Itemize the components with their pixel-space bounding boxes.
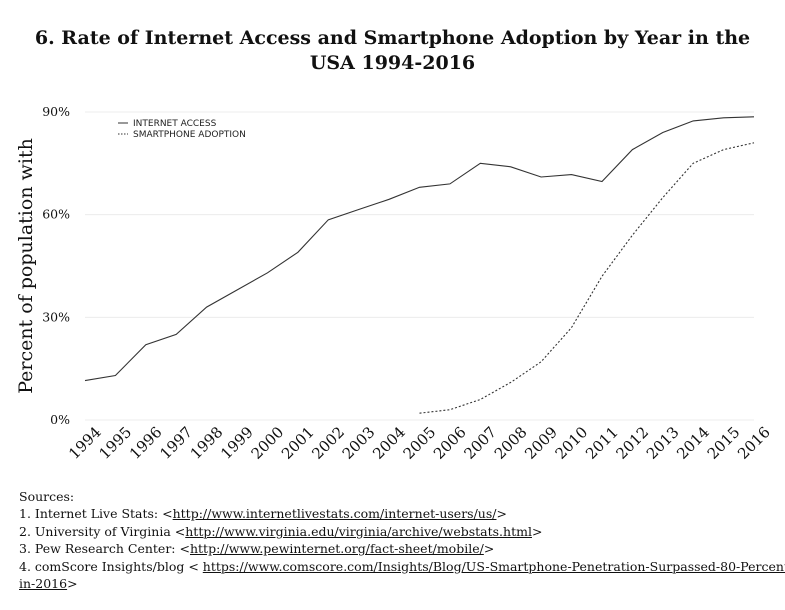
source-item-1: 1. Internet Live Stats: <http://www.inte… <box>19 506 507 522</box>
source-link-4-continued[interactable]: in-2016 <box>19 576 68 592</box>
x-tick-label-2009: 2009 <box>521 423 561 463</box>
line-chart: 0% 30% 60% 90% 1994199519961997199819992000… <box>15 104 774 463</box>
x-tick-label-2004: 2004 <box>369 423 409 463</box>
y-axis-label: Percent of population with <box>15 138 37 394</box>
series-line-2 <box>419 142 755 414</box>
source-link-3[interactable]: http://www.pewinternet.org/fact-sheet/mo… <box>189 541 484 557</box>
source-item-4: 4. comScore Insights/blog < https://www.… <box>19 558 785 575</box>
legend-label-2: SMARTPHONE ADOPTION <box>133 130 246 140</box>
series-lines <box>84 116 755 414</box>
chart-title: 6. Rate of Internet Access and Smartphon… <box>0 26 785 76</box>
x-tick-label-2016: 2016 <box>734 423 774 463</box>
x-tick-label-2013: 2013 <box>643 423 683 463</box>
x-tick-label-2002: 2002 <box>308 423 348 463</box>
source-item-3: 3. Pew Research Center: <http://www.pewi… <box>19 541 495 557</box>
y-tick-label-30: 30% <box>42 309 70 324</box>
x-tick-label-2001: 2001 <box>278 423 318 463</box>
x-tick-label-2010: 2010 <box>552 423 592 463</box>
x-tick-label-2008: 2008 <box>491 423 531 463</box>
series-line-1 <box>84 116 755 382</box>
x-tick-label-1996: 1996 <box>126 423 166 463</box>
x-tick-label-2011: 2011 <box>582 423 622 463</box>
x-tick-label-2003: 2003 <box>339 423 379 463</box>
x-tick-label-1994: 1994 <box>65 423 105 463</box>
source-link-4[interactable]: https://www.comscore.com/Insights/Blog/U… <box>202 558 785 574</box>
sources-heading: Sources: <box>19 489 75 504</box>
x-tick-label-2014: 2014 <box>673 423 713 463</box>
x-tick-label-2012: 2012 <box>612 423 652 463</box>
source-item-2: 2. University of Virginia <http://www.vi… <box>19 523 543 539</box>
gridlines <box>85 111 754 421</box>
chart-title-line-2: USA 1994-2016 <box>309 52 476 74</box>
chart-title-line-1: 6. Rate of Internet Access and Smartphon… <box>34 27 751 49</box>
source-link-2[interactable]: http://www.virginia.edu/virginia/archive… <box>185 523 532 539</box>
y-tick-label-90: 90% <box>42 104 70 119</box>
x-tick-label-2000: 2000 <box>248 423 288 463</box>
y-tick-label-0: 0% <box>50 412 70 427</box>
x-tick-label-2006: 2006 <box>430 423 470 463</box>
x-tick-label-2015: 2015 <box>704 423 744 463</box>
x-axis-tick-labels: 1994199519961997199819992000200120022003… <box>65 423 774 463</box>
sources: Sources: 1. Internet Live Stats: <http:/… <box>19 488 785 592</box>
source-link-1[interactable]: http://www.internetlivestats.com/interne… <box>172 506 497 522</box>
x-tick-label-2007: 2007 <box>460 423 500 463</box>
y-axis-tick-labels: 0% 30% 60% 90% <box>42 104 70 427</box>
x-tick-label-1995: 1995 <box>96 423 136 463</box>
x-tick-label-1999: 1999 <box>217 423 257 463</box>
x-tick-label-2005: 2005 <box>400 423 440 463</box>
y-tick-label-60: 60% <box>42 207 70 222</box>
x-tick-label-1998: 1998 <box>187 423 227 463</box>
legend-label-1: INTERNET ACCESS <box>133 119 217 129</box>
source-item-4-continued: in-2016> <box>19 576 78 592</box>
x-tick-label-1997: 1997 <box>156 423 196 463</box>
